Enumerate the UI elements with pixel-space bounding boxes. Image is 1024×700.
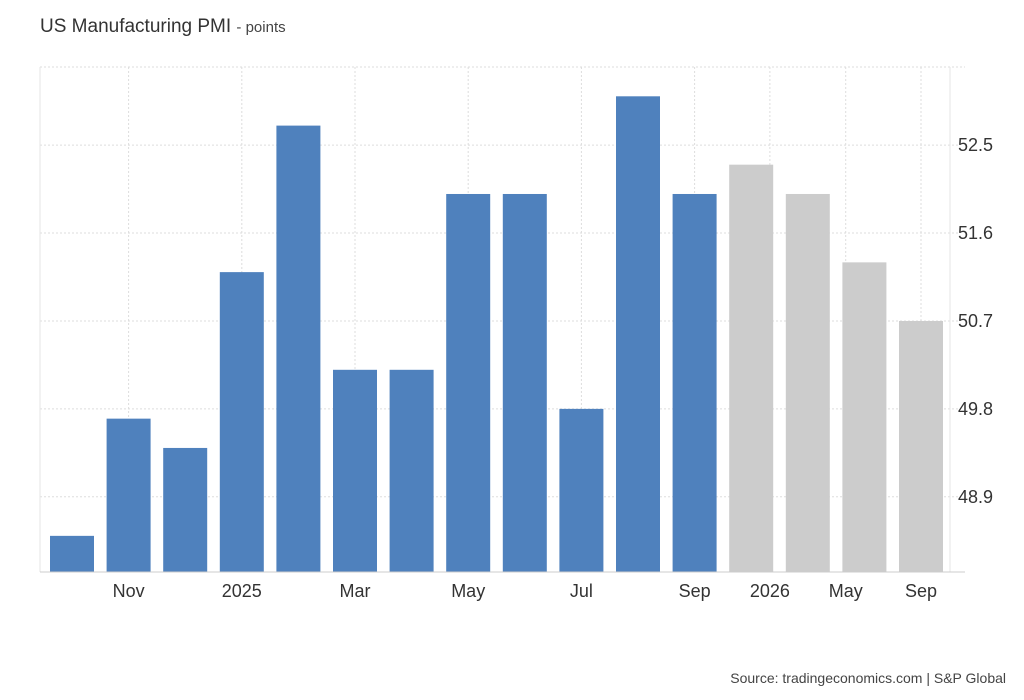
bar-forecast — [785, 193, 830, 572]
x-tick-label: 2025 — [222, 581, 262, 601]
x-tick-label: Jul — [570, 581, 593, 601]
bar-forecast — [729, 164, 774, 573]
bar-actual — [163, 447, 208, 572]
bar-actual — [389, 369, 434, 572]
y-tick-label: 48.9 — [958, 487, 993, 507]
x-tick-label: Sep — [679, 581, 711, 601]
bar-actual — [616, 96, 660, 572]
bar-actual — [219, 272, 264, 572]
chart-title: US Manufacturing PMI - points — [40, 16, 286, 38]
bar-actual — [502, 193, 547, 572]
title-text: US Manufacturing PMI — [40, 16, 232, 37]
x-tick-label: May — [829, 581, 863, 601]
x-tick-label: Nov — [113, 581, 145, 601]
bar-actual — [333, 369, 377, 572]
x-tick-label: 2026 — [750, 581, 790, 601]
source-text: Source: tradingeconomics.com | S&P Globa… — [730, 670, 1006, 686]
subtitle-text: - points — [236, 19, 286, 36]
bar-actual — [106, 418, 151, 572]
bar-actual — [446, 193, 491, 572]
bar-forecast — [842, 262, 887, 572]
x-tick-label: May — [451, 581, 485, 601]
bar-actual — [50, 535, 94, 572]
y-tick-label: 49.8 — [958, 399, 993, 419]
y-tick-label: 50.7 — [958, 311, 993, 331]
bar-forecast — [899, 320, 943, 572]
x-tick-label: Sep — [905, 581, 937, 601]
y-tick-label: 52.5 — [958, 135, 993, 155]
bar-actual — [559, 408, 604, 572]
x-tick-label: Mar — [340, 581, 371, 601]
bar-actual — [276, 125, 321, 572]
y-tick-label: 51.6 — [958, 223, 993, 243]
bar-actual — [672, 193, 717, 572]
